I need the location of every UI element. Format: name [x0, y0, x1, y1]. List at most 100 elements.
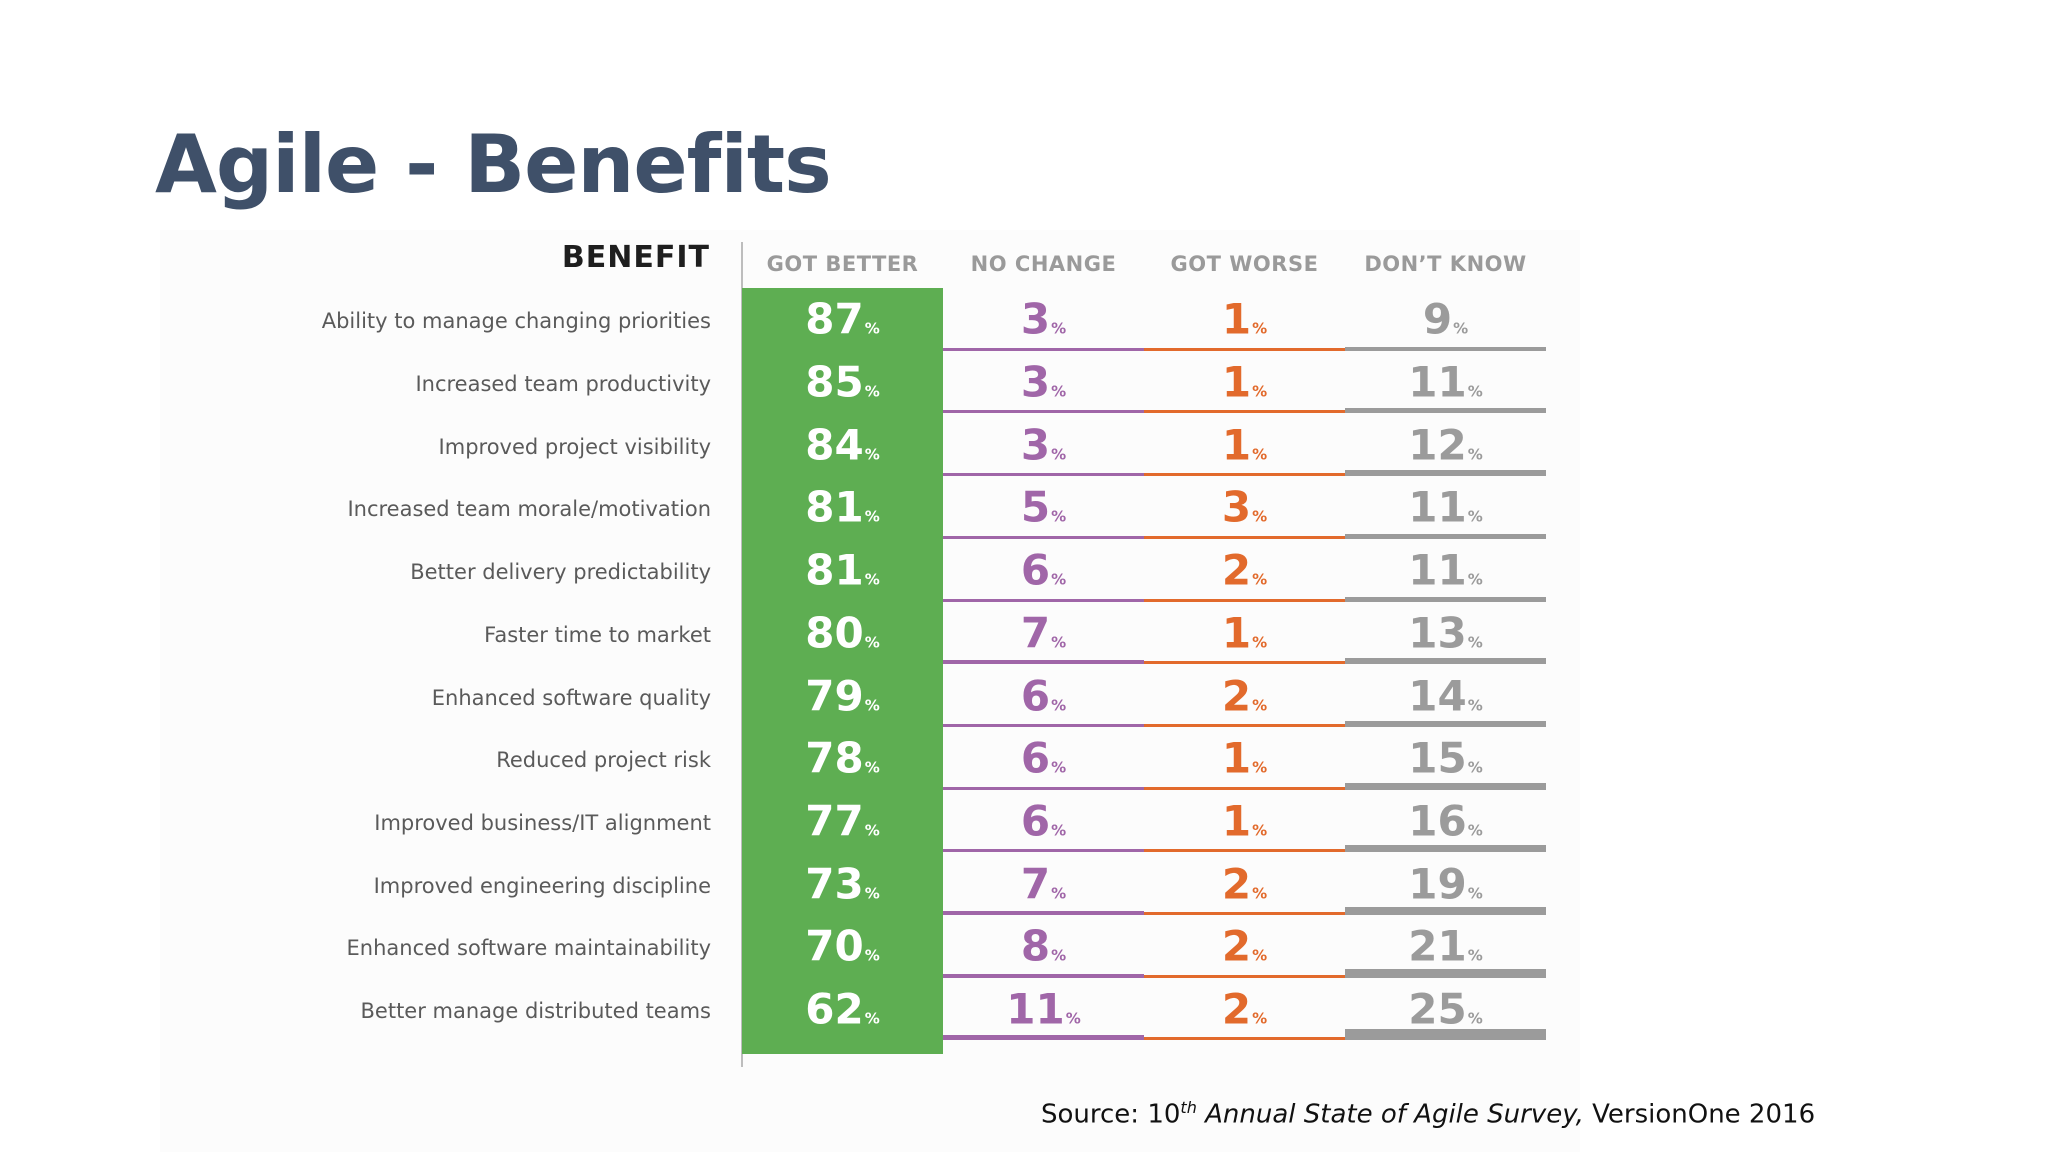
value-number: 9 — [1422, 294, 1453, 344]
value-bar-dont-know — [1345, 533, 1546, 539]
value-cell-got-better: 80% — [742, 608, 943, 657]
value-number: 84 — [805, 420, 864, 470]
value-number: 19 — [1408, 859, 1467, 909]
value-cell-got-worse: 1% — [1144, 358, 1345, 407]
value-cell-got-worse: 1% — [1144, 295, 1345, 344]
percent-sign: % — [1051, 758, 1067, 777]
value-cell-dont-know: 11% — [1345, 546, 1546, 595]
value-number: 1 — [1221, 608, 1252, 658]
value-bar-got-worse — [1144, 786, 1345, 790]
percent-sign: % — [1252, 633, 1268, 652]
value-bar-no-change — [943, 1035, 1144, 1041]
value-bar-dont-know — [1345, 845, 1546, 853]
value-cell-got-worse: 2% — [1144, 985, 1345, 1034]
percent-sign: % — [1467, 382, 1483, 401]
value-number: 1 — [1221, 357, 1252, 407]
value-cell-dont-know: 21% — [1345, 922, 1546, 971]
value-cell-got-worse: 1% — [1144, 796, 1345, 845]
value-number: 14 — [1408, 671, 1467, 721]
value-bar-dont-know — [1345, 907, 1546, 915]
value-number: 70 — [805, 921, 864, 971]
percent-sign: % — [864, 696, 880, 715]
value-cell-dont-know: 12% — [1345, 420, 1546, 469]
value-cell-no-change: 5% — [943, 483, 1144, 532]
value-number: 6 — [1020, 545, 1051, 595]
source-citation: Source: 10th Annual State of Agile Surve… — [1041, 1098, 1815, 1130]
value-number: 2 — [1221, 545, 1252, 595]
value-cell-no-change: 6% — [943, 546, 1144, 595]
percent-sign: % — [864, 633, 880, 652]
value-number: 81 — [805, 545, 864, 595]
value-number: 8 — [1020, 921, 1051, 971]
value-bar-no-change — [943, 598, 1144, 602]
value-number: 11 — [1408, 482, 1467, 532]
value-cell-got-better: 62% — [742, 985, 943, 1034]
value-cell-got-better: 78% — [742, 734, 943, 783]
value-number: 78 — [805, 733, 864, 783]
benefit-column-header: BENEFIT — [561, 240, 710, 275]
benefit-label: Ability to manage changing priorities — [321, 309, 711, 334]
value-cell-no-change: 7% — [943, 859, 1144, 908]
column-header-no-change: NO CHANGE — [970, 252, 1117, 276]
value-cell-got-better: 77% — [742, 796, 943, 845]
value-number: 5 — [1020, 482, 1051, 532]
value-bar-no-change — [943, 786, 1144, 790]
value-cell-dont-know: 19% — [1345, 859, 1546, 908]
percent-sign: % — [1252, 696, 1268, 715]
percent-sign: % — [1453, 319, 1469, 338]
value-cell-got-worse: 2% — [1144, 546, 1345, 595]
value-cell-no-change: 8% — [943, 922, 1144, 971]
value-bar-got-worse — [1144, 598, 1345, 602]
value-number: 1 — [1221, 420, 1252, 470]
value-cell-got-worse: 3% — [1144, 483, 1345, 532]
percent-sign: % — [1051, 382, 1067, 401]
percent-sign: % — [1252, 946, 1268, 965]
value-bar-got-worse — [1144, 473, 1345, 477]
column-header-dont-know: DON’T KNOW — [1364, 252, 1527, 276]
value-number: 25 — [1408, 984, 1467, 1034]
percent-sign: % — [1467, 445, 1483, 464]
value-number: 2 — [1221, 859, 1252, 909]
value-number: 12 — [1408, 420, 1467, 470]
value-bar-got-worse — [1144, 535, 1345, 539]
value-number: 79 — [805, 671, 864, 721]
value-number: 6 — [1020, 796, 1051, 846]
percent-sign: % — [1051, 884, 1067, 903]
percent-sign: % — [864, 382, 880, 401]
value-cell-got-worse: 1% — [1144, 734, 1345, 783]
value-cell-no-change: 6% — [943, 734, 1144, 783]
percent-sign: % — [1467, 570, 1483, 589]
value-number: 11 — [1408, 357, 1467, 407]
benefit-label: Improved engineering discipline — [373, 873, 711, 898]
value-bar-dont-know — [1345, 968, 1546, 978]
value-cell-got-better: 81% — [742, 546, 943, 595]
value-number: 2 — [1221, 671, 1252, 721]
value-bar-got-worse — [1144, 661, 1345, 665]
value-bar-no-change — [943, 723, 1144, 727]
value-number: 1 — [1221, 733, 1252, 783]
value-cell-no-change: 3% — [943, 358, 1144, 407]
value-number: 6 — [1020, 733, 1051, 783]
percent-sign: % — [1252, 570, 1268, 589]
value-number: 2 — [1221, 984, 1252, 1034]
value-cell-dont-know: 25% — [1345, 985, 1546, 1034]
percent-sign: % — [864, 946, 880, 965]
value-bar-got-worse — [1144, 912, 1345, 915]
value-bar-got-worse — [1144, 410, 1345, 414]
value-cell-dont-know: 13% — [1345, 608, 1546, 657]
percent-sign: % — [1467, 758, 1483, 777]
value-number: 7 — [1020, 608, 1051, 658]
benefit-label: Increased team productivity — [415, 372, 711, 397]
column-header-got-better: GOT BETTER — [766, 252, 919, 276]
value-number: 7 — [1020, 859, 1051, 909]
value-bar-dont-know — [1345, 470, 1546, 477]
value-bar-got-worse — [1144, 347, 1345, 351]
benefit-label: Improved project visibility — [438, 434, 711, 459]
value-bar-dont-know — [1345, 782, 1546, 790]
percent-sign: % — [864, 884, 880, 903]
value-number: 11 — [1006, 984, 1065, 1034]
value-bar-dont-know — [1345, 658, 1546, 665]
value-cell-dont-know: 16% — [1345, 796, 1546, 845]
value-bar-no-change — [943, 660, 1144, 665]
benefit-label: Enhanced software quality — [431, 685, 711, 710]
